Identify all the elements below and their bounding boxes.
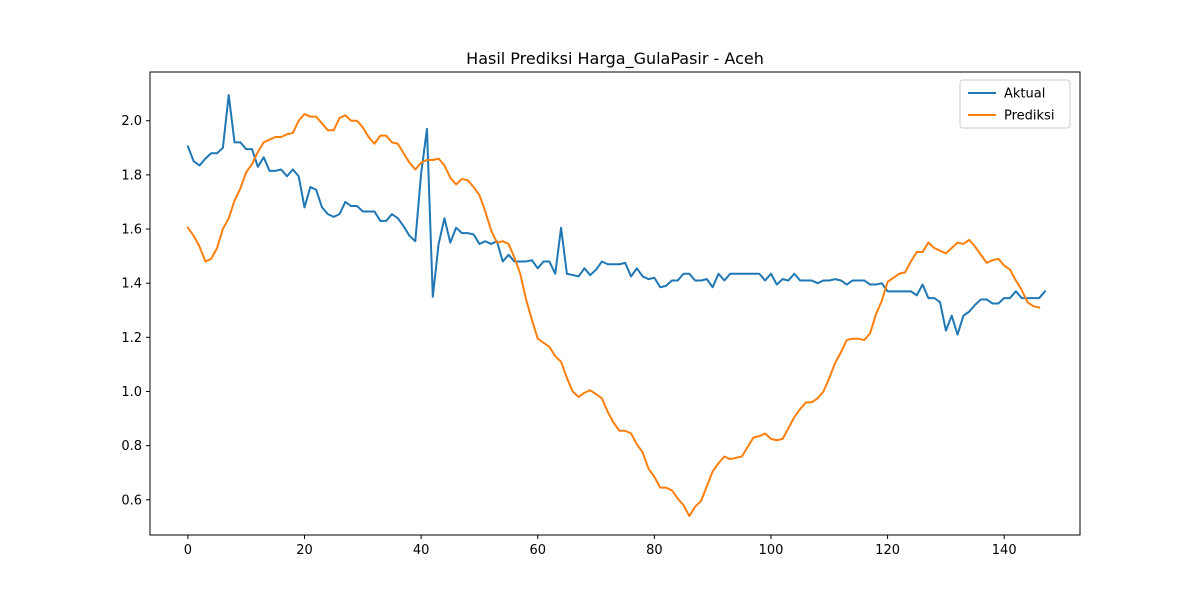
x-tick-label: 0: [184, 543, 192, 558]
x-tick-label: 40: [413, 543, 430, 558]
x-tick-label: 20: [296, 543, 313, 558]
series-line-prediksi: [186, 112, 1041, 518]
plot-area: [149, 71, 1081, 536]
x-tick-label: 80: [646, 543, 663, 558]
y-tick-label: 2.0: [121, 114, 142, 129]
y-tick-label: 0.6: [121, 493, 142, 508]
y-tick-label: 0.8: [121, 439, 142, 454]
y-axis: 0.6 0.8 1.0 1.2 1.4 1.6 1.8 2.0: [121, 114, 150, 508]
y-tick-label: 1.6: [121, 223, 142, 238]
y-tick-label: 1.0: [121, 385, 142, 400]
chart-title: Hasil Prediksi Harga_GulaPasir - Aceh: [466, 49, 764, 69]
y-tick-label: 1.4: [121, 277, 142, 292]
x-tick-label: 60: [529, 543, 546, 558]
legend-label-aktual: Aktual: [1004, 87, 1045, 102]
y-tick-label: 1.8: [121, 168, 142, 183]
x-tick-label: 140: [992, 543, 1017, 558]
series-line-aktual: [186, 94, 1047, 336]
legend: Aktual Prediksi: [959, 79, 1071, 129]
axes-frame: [149, 71, 1081, 536]
x-axis: 0 20 40 60 80 100 120 140: [184, 535, 1017, 558]
x-tick-label: 120: [875, 543, 900, 558]
x-tick-label: 100: [759, 543, 784, 558]
legend-label-prediksi: Prediksi: [1004, 109, 1054, 124]
y-tick-label: 1.2: [121, 331, 142, 346]
